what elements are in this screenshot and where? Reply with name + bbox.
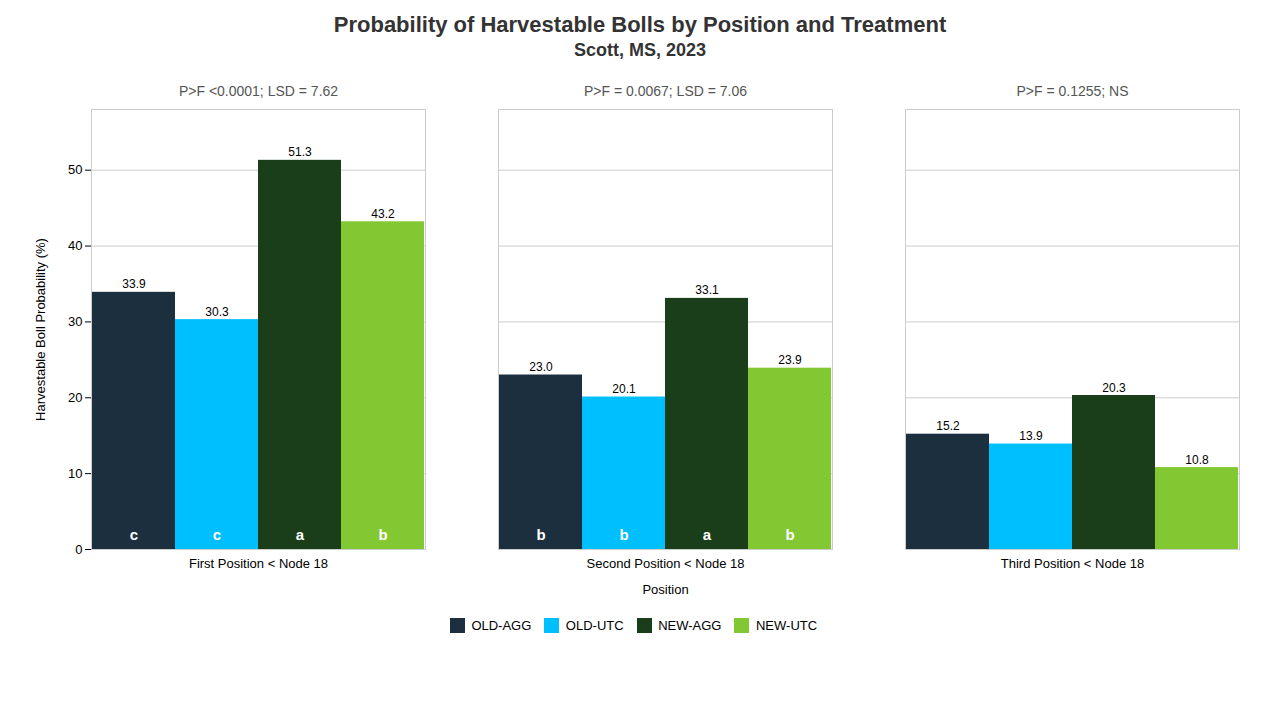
svg-text:P>F = 0.1255; NS: P>F = 0.1255; NS <box>1016 83 1128 99</box>
svg-text:23.9: 23.9 <box>778 353 802 367</box>
svg-text:10: 10 <box>68 466 82 481</box>
svg-text:a: a <box>703 526 712 543</box>
svg-text:a: a <box>296 526 305 543</box>
svg-text:33.9: 33.9 <box>122 277 146 291</box>
svg-text:c: c <box>213 526 221 543</box>
svg-text:40: 40 <box>68 238 82 253</box>
svg-text:b: b <box>619 526 628 543</box>
svg-text:0: 0 <box>75 542 82 557</box>
svg-text:13.9: 13.9 <box>1019 429 1043 443</box>
svg-text:Position: Position <box>642 582 688 597</box>
html-text:Probability of Harvestable Bol: Probability of Harvestable Bolls by Posi… <box>333 12 947 37</box>
html-text:OLD-AGG: OLD-AGG <box>471 618 532 633</box>
svg-text:Third Position < Node 18: Third Position < Node 18 <box>1001 556 1144 571</box>
svg-text:20.1: 20.1 <box>612 382 636 396</box>
svg-text:c: c <box>130 526 138 543</box>
svg-text:23.0: 23.0 <box>529 360 553 374</box>
svg-text:33.1: 33.1 <box>695 283 719 297</box>
html-text:OLD-UTC: OLD-UTC <box>565 618 624 633</box>
svg-text:10.8: 10.8 <box>1185 453 1209 467</box>
svg-text:30.3: 30.3 <box>205 305 229 319</box>
svg-text:b: b <box>378 526 387 543</box>
html-text:NEW-UTC: NEW-UTC <box>756 618 818 633</box>
svg-text:P>F <0.0001; LSD = 7.62: P>F <0.0001; LSD = 7.62 <box>179 83 338 99</box>
svg-text:b: b <box>536 526 545 543</box>
svg-text:43.2: 43.2 <box>371 207 395 221</box>
html-text:NEW-AGG: NEW-AGG <box>658 618 722 633</box>
svg-text:20: 20 <box>68 390 82 405</box>
svg-text:P>F = 0.0067; LSD = 7.06: P>F = 0.0067; LSD = 7.06 <box>584 83 747 99</box>
svg-text:Harvestable Boll Probability (: Harvestable Boll Probability (%) <box>33 238 48 421</box>
svg-text:15.2: 15.2 <box>936 419 960 433</box>
svg-text:30: 30 <box>68 314 82 329</box>
svg-text:Second Position < Node 18: Second Position < Node 18 <box>587 556 745 571</box>
svg-text:50: 50 <box>68 162 82 177</box>
svg-text:b: b <box>785 526 794 543</box>
svg-text:First Position < Node 18: First Position < Node 18 <box>189 556 328 571</box>
svg-text:20.3: 20.3 <box>1102 381 1126 395</box>
svg-text:51.3: 51.3 <box>288 145 312 159</box>
html-text:Scott, MS, 2023: Scott, MS, 2023 <box>574 40 706 60</box>
